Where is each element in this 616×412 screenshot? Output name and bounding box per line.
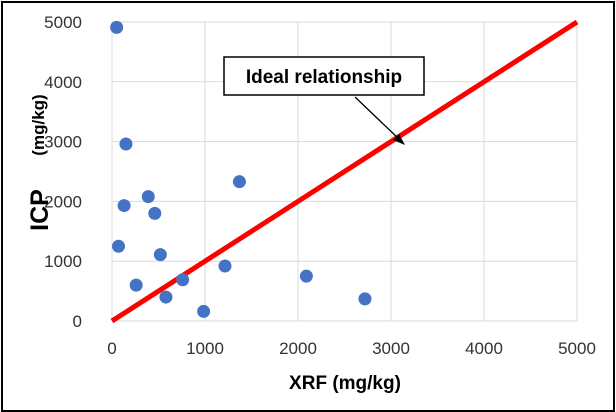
x-tick-label: 3000 [372, 339, 410, 358]
data-point [129, 278, 143, 292]
ideal-line [110, 19, 579, 324]
data-point [141, 190, 155, 204]
y-axis-unit: (mg/kg) [29, 94, 48, 155]
data-point [232, 175, 246, 189]
x-axis-label: XRF (mg/kg) [289, 373, 401, 394]
x-tick-label: 2000 [279, 339, 317, 358]
annotation-box [223, 56, 425, 96]
data-point [218, 259, 232, 273]
y-tick-label: 3000 [44, 133, 82, 152]
y-axis-label: ICP [26, 189, 54, 231]
data-point [176, 273, 190, 287]
data-points [110, 20, 372, 318]
annotation-arrow [354, 96, 401, 141]
annotation-label: Ideal relationship [246, 67, 402, 88]
x-tick-label: 4000 [465, 339, 503, 358]
data-point [119, 137, 133, 151]
data-point [112, 239, 126, 253]
data-point [299, 269, 313, 283]
data-point [153, 248, 167, 262]
tick-labels: 0 1000 2000 3000 4000 5000 0 1000 2000 3000 4000 50… [44, 13, 596, 358]
y-tick-label: 4000 [44, 73, 82, 92]
x-tick-label: 5000 [558, 339, 596, 358]
y-tick-label: 1000 [44, 252, 82, 271]
y-tick-label: 2000 [44, 192, 82, 211]
y-tick-label: 5000 [44, 13, 82, 32]
data-point [110, 20, 124, 34]
data-point [358, 292, 372, 306]
data-point [197, 304, 211, 318]
x-tick-label: 0 [107, 339, 116, 358]
gridlines [111, 21, 578, 322]
arrow-head-icon [393, 134, 405, 145]
data-point [159, 290, 173, 304]
data-point [117, 199, 131, 213]
x-tick-label: 1000 [186, 339, 224, 358]
data-point [148, 206, 162, 220]
y-tick-label: 0 [73, 312, 82, 331]
